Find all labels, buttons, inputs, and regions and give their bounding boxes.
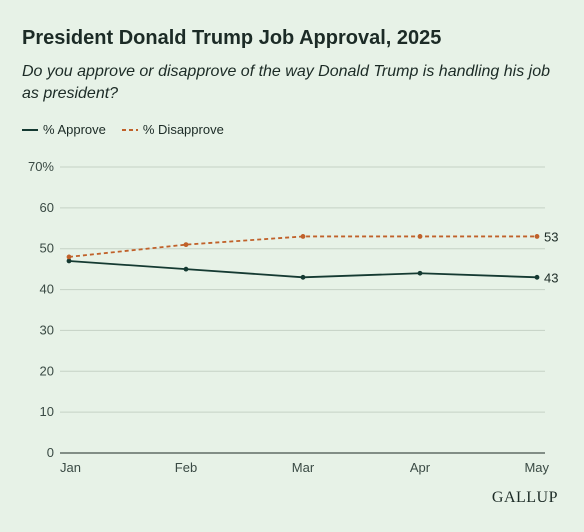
disapprove-point [417, 234, 423, 239]
x-tick-label: Mar [292, 460, 315, 475]
y-tick-label: 30 [40, 322, 54, 337]
approve-point [534, 274, 540, 280]
y-tick-label: 40 [40, 282, 54, 297]
x-tick-label: May [524, 460, 549, 475]
legend-label-approve: % Approve [43, 122, 106, 137]
disapprove-point [300, 234, 306, 239]
approve-end-label: 43 [544, 270, 558, 285]
legend-swatch-approve [22, 128, 38, 131]
y-tick-label: 0 [47, 445, 54, 460]
disapprove-point [183, 242, 189, 248]
y-tick-label: 20 [40, 363, 54, 378]
approve-line [68, 260, 538, 279]
x-tick-label: Feb [175, 460, 197, 475]
disapprove-point [534, 234, 540, 239]
legend-swatch-disapprove [121, 128, 138, 131]
x-tick-label: Apr [410, 460, 431, 475]
y-tick-label: 50 [40, 241, 54, 256]
y-tick-label: 70% [28, 159, 54, 174]
y-tick-label: 60 [40, 200, 54, 215]
approve-point [66, 258, 72, 264]
approve-point [183, 266, 189, 272]
x-tick-label: Jan [60, 460, 81, 475]
legend-item-disapprove: % Disapprove [121, 122, 224, 137]
chart-subtitle: Do you approve or disapprove of the way … [22, 63, 550, 102]
chart-title: President Donald Trump Job Approval, 202… [22, 27, 442, 49]
legend-label-disapprove: % Disapprove [142, 122, 224, 137]
disapprove-point [66, 254, 72, 260]
approve-point [300, 274, 306, 280]
legend-item-approve: % Approve [22, 122, 106, 137]
legend: % Approve % Disapprove [22, 122, 224, 137]
disapprove-end-label: 53 [544, 229, 558, 244]
approve-point [417, 270, 423, 276]
y-tick-label: 10 [40, 404, 54, 419]
line-chart: 0 10 20 30 40 50 60 70% Jan Feb Mar Apr May 43 53 [28, 159, 559, 475]
gallup-logo: GALLUP [491, 489, 558, 506]
disapprove-line [68, 235, 537, 258]
